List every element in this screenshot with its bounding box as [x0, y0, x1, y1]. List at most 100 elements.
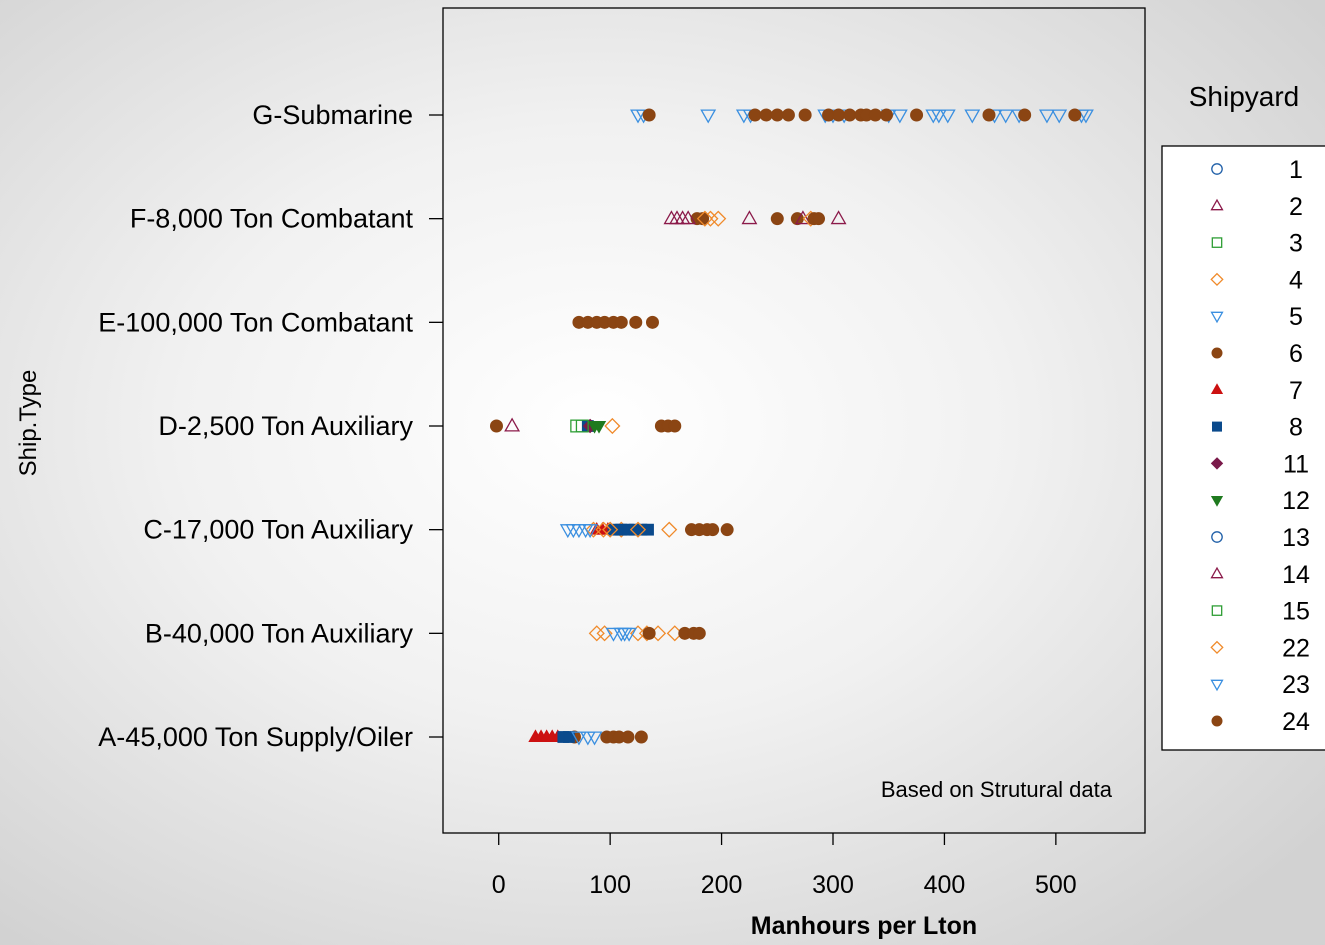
data-point: [891, 109, 908, 124]
data-point: [830, 210, 847, 225]
y-tick-label: D-2,500 Ton Auxiliary: [158, 411, 413, 441]
legend-marker: [1210, 383, 1224, 395]
data-point: [586, 731, 603, 746]
legend-marker: [1211, 237, 1223, 248]
data-point: [939, 109, 956, 124]
annotation-text: Based on Strutural data: [881, 777, 1113, 802]
legend-label: 24: [1282, 708, 1310, 736]
data-point: [930, 109, 947, 124]
data-point: [759, 108, 773, 122]
data-point: [661, 521, 678, 538]
data-point: [879, 108, 893, 122]
legend-marker: [1210, 311, 1224, 324]
data-point: [489, 419, 503, 433]
data-point: [642, 108, 656, 122]
y-tick-label: G-Submarine: [252, 100, 413, 130]
legend-label: 3: [1289, 230, 1303, 258]
data-point: [605, 627, 622, 642]
data-point: [696, 212, 710, 226]
data-point: [982, 108, 996, 122]
x-tick-label: 100: [589, 871, 631, 899]
legend-label: 6: [1289, 340, 1303, 368]
data-point: [642, 626, 656, 640]
legend-marker: [1212, 421, 1222, 432]
plot-panel: [442, 7, 1146, 834]
data-point: [696, 210, 713, 227]
x-tick-label: 400: [924, 871, 966, 899]
data-point: [616, 627, 633, 642]
x-tick-label: 0: [492, 871, 506, 899]
data-point: [680, 210, 697, 225]
legend-marker: [1211, 715, 1223, 727]
legend-marker: [1210, 679, 1224, 692]
data-point: [706, 523, 720, 537]
data-points: [489, 108, 1094, 746]
data-point: [741, 210, 758, 225]
data-point: [1051, 109, 1068, 124]
x-tick-label: 200: [701, 871, 743, 899]
legend-label: 14: [1282, 561, 1310, 589]
x-tick-label: 300: [812, 871, 854, 899]
legend-marker: [1210, 495, 1224, 507]
legend-marker: [1211, 347, 1223, 359]
x-tick-label: 500: [1035, 871, 1077, 899]
data-point: [621, 730, 635, 744]
data-point: [720, 523, 734, 537]
legend-label: 7: [1289, 377, 1303, 405]
y-axis-title: Ship.Type: [15, 370, 42, 477]
legend-label: 11: [1283, 450, 1309, 478]
data-point: [595, 521, 612, 538]
data-point: [1039, 109, 1055, 124]
data-point: [794, 210, 811, 225]
y-tick-label: B-40,000 Ton Auxiliary: [145, 618, 414, 648]
legend-label: 13: [1282, 524, 1310, 552]
data-point: [645, 315, 659, 329]
data-point: [571, 731, 587, 746]
data-point: [868, 108, 882, 122]
data-point: [770, 108, 784, 122]
data-point: [1018, 108, 1032, 122]
legend-marker: [1211, 605, 1223, 616]
legend-marker: [1211, 531, 1223, 543]
legend-marker: [1211, 163, 1223, 175]
data-point: [591, 421, 607, 434]
data-point: [504, 417, 521, 432]
legend-marker: [1210, 457, 1224, 470]
data-point: [596, 625, 613, 642]
legend-marker: [1210, 272, 1224, 287]
x-axis-title: Manhours per Lton: [751, 912, 977, 940]
data-point: [843, 108, 857, 122]
data-point: [1078, 109, 1094, 124]
legend-label: 22: [1282, 634, 1310, 662]
legend-marker: [1210, 198, 1224, 211]
data-point: [634, 730, 648, 744]
data-point: [748, 108, 762, 122]
data-point: [700, 109, 717, 124]
data-point: [629, 521, 647, 538]
legend-label: 5: [1289, 303, 1303, 331]
data-point: [642, 523, 654, 536]
data-point: [604, 417, 621, 435]
data-point: [602, 521, 619, 538]
data-point: [910, 108, 924, 122]
data-point: [964, 109, 981, 124]
legend-box: [1161, 145, 1325, 751]
y-tick-label: E-100,000 Ton Combatant: [98, 307, 413, 337]
data-point: [798, 108, 812, 122]
data-point: [668, 419, 682, 433]
data-point: [1068, 108, 1082, 122]
y-tick-label: A-45,000 Ton Supply/Oiler: [98, 722, 413, 752]
data-point: [770, 212, 784, 226]
legend-marker: [1210, 566, 1224, 579]
legend-label: 23: [1282, 671, 1310, 699]
legend-label: 12: [1282, 487, 1310, 515]
data-point: [575, 419, 589, 433]
legend-title: Shipyard: [1189, 81, 1300, 112]
legend-label: 15: [1282, 598, 1310, 626]
data-point: [692, 626, 706, 640]
data-point: [629, 315, 643, 329]
y-axis: A-45,000 Ton Supply/Oiler B-40,000 Ton Au…: [98, 100, 443, 752]
legend-label: 1: [1289, 156, 1303, 184]
data-point: [710, 210, 727, 227]
